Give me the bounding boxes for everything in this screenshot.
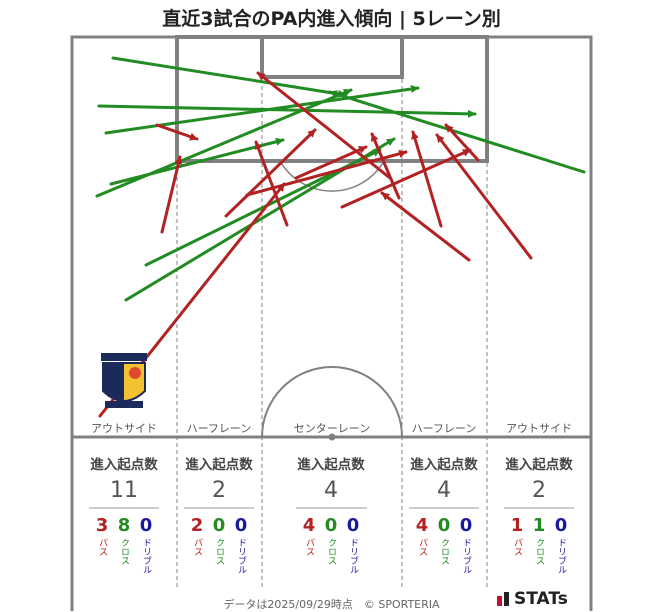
lane-4-cross-count: 0 — [437, 515, 451, 536]
lane-label-halflane-left: ハーフレーン — [187, 422, 252, 435]
lane-label-outside-left: アウトサイド — [91, 422, 157, 435]
lane-5-total: 2 — [532, 478, 546, 503]
dribble-label: ドリブル — [348, 538, 358, 574]
pass-arrow-15 — [294, 145, 368, 180]
team-emblem-icon — [101, 353, 147, 408]
lane-label-center: センターレーン — [294, 422, 370, 435]
pass-arrow-17 — [370, 132, 401, 200]
lane-2-pass-count: 2 — [190, 515, 204, 536]
lane-3-breakdown: 4 パス 0 クロス 0 ドリブル — [291, 515, 371, 575]
lane-3-pass-count: 4 — [302, 515, 316, 536]
cross-arrow-3 — [95, 88, 353, 198]
cross-label: クロス — [326, 538, 336, 565]
cross-arrow-4 — [109, 137, 285, 186]
stats-logo-text: STATs — [514, 589, 568, 609]
lane-3-total: 4 — [324, 478, 338, 503]
lane-label-halflane-right: ハーフレーン — [412, 422, 477, 435]
footer-credit: データは2025/09/29時点 © SPORTERIA — [223, 598, 440, 611]
lane-1-total: 11 — [110, 478, 138, 503]
lane-2-breakdown: 2 パス 0 クロス 0 ドリブル — [179, 515, 259, 575]
pass-label: パス — [512, 538, 522, 556]
cross-arrow-1 — [97, 104, 477, 118]
lane-4-total: 4 — [437, 478, 451, 503]
stats-logo-icon — [497, 592, 509, 606]
lane-1-cross-count: 8 — [117, 515, 131, 536]
entry-arrows — [95, 56, 586, 418]
pass-arrow-18 — [380, 191, 471, 262]
penalty-arc — [279, 160, 385, 192]
lane-2-cross-count: 0 — [212, 515, 226, 536]
chart-title: 直近3試合のPA内進入傾向 | 5レーン別 — [162, 8, 501, 30]
pass-arrow-19 — [411, 130, 443, 228]
pass-arrow-9 — [160, 155, 183, 234]
cross-label: クロス — [214, 538, 224, 565]
lane-5-pass-count: 1 — [510, 515, 524, 536]
lane-labels: アウトサイド ハーフレーン センターレーン ハーフレーン アウトサイド — [91, 422, 572, 435]
lane-1-breakdown: 3 パス 8 クロス 0 ドリブル — [84, 515, 164, 575]
pass-label: パス — [304, 538, 314, 556]
pass-arrow-16 — [340, 148, 472, 209]
cross-arrow-7 — [328, 90, 586, 174]
dribble-label: ドリブル — [141, 538, 151, 574]
pass-label: パス — [417, 538, 427, 556]
dribble-label: ドリブル — [236, 538, 246, 574]
pass-arrow-8 — [155, 123, 199, 141]
cross-label: クロス — [534, 538, 544, 565]
lane-5-cross-count: 1 — [532, 515, 546, 536]
cross-label: クロス — [119, 538, 129, 565]
pitch-lines — [70, 35, 593, 611]
lane-dividers — [176, 37, 488, 590]
stats-header-lane-3: 進入起点数 — [297, 457, 365, 473]
pass-arrow-12 — [224, 128, 317, 218]
stats-header-lane-1: 進入起点数 — [90, 457, 158, 473]
dribble-label: ドリブル — [556, 538, 566, 574]
center-circle — [261, 366, 403, 438]
lane-label-outside-right: アウトサイド — [506, 422, 572, 435]
lane-2-total: 2 — [212, 478, 226, 503]
lane-3-dribble-count: 0 — [346, 515, 360, 536]
cross-arrow-0 — [111, 56, 347, 98]
cross-label: クロス — [439, 538, 449, 565]
lane-3-cross-count: 0 — [324, 515, 338, 536]
stats-header-lane-2: 進入起点数 — [185, 457, 253, 473]
stats-logo: STATs — [497, 589, 568, 609]
pass-label: パス — [97, 538, 107, 556]
pass-arrow-13 — [245, 149, 408, 197]
pass-arrow-20 — [435, 133, 533, 260]
lane-5-breakdown: 1 パス 1 クロス 0 ドリブル — [499, 515, 579, 575]
lane-2-dribble-count: 0 — [234, 515, 248, 536]
pass-label: パス — [192, 538, 202, 556]
lane-4-pass-count: 4 — [415, 515, 429, 536]
lane-5-dribble-count: 0 — [554, 515, 568, 536]
lane-1-pass-count: 3 — [95, 515, 109, 536]
lane-4-dribble-count: 0 — [459, 515, 473, 536]
stats-header-lane-5: 進入起点数 — [505, 457, 573, 473]
dribble-label: ドリブル — [461, 538, 471, 574]
center-spot — [328, 433, 336, 441]
lane-1-dribble-count: 0 — [139, 515, 153, 536]
pass-arrow-14 — [256, 71, 392, 180]
stats-header-lane-4: 進入起点数 — [410, 457, 478, 473]
lane-4-breakdown: 4 パス 0 クロス 0 ドリブル — [404, 515, 484, 575]
goal-area — [260, 35, 404, 79]
pass-arrow-11 — [254, 140, 289, 227]
pass-arrow-21 — [444, 123, 480, 162]
